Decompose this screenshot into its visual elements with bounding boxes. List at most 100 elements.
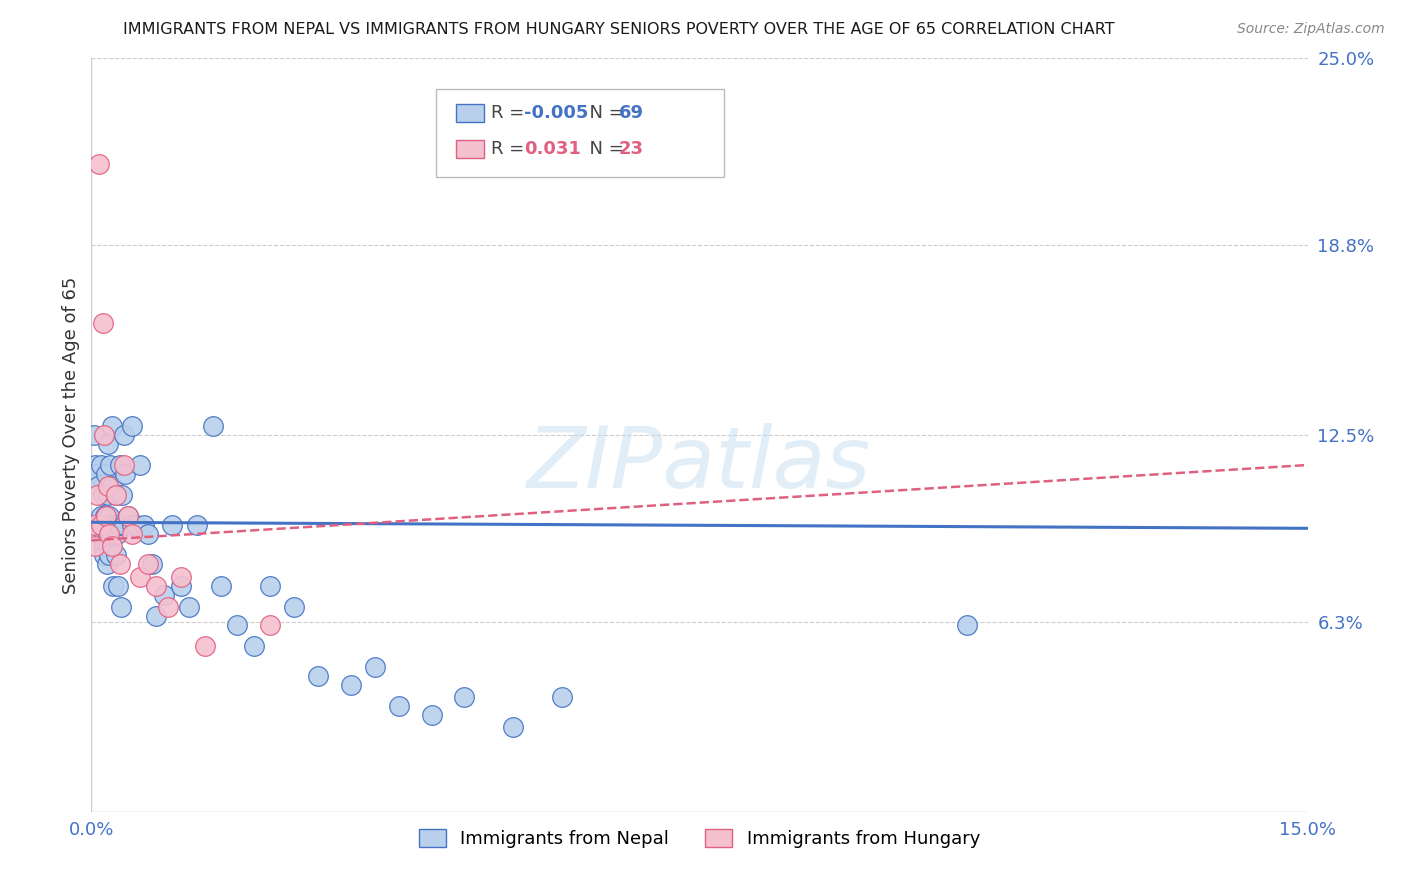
Point <box>84 467 107 481</box>
Point <box>129 458 152 472</box>
Point <box>340 678 363 692</box>
Point <box>112 458 135 472</box>
Point <box>104 488 127 502</box>
Point <box>100 540 122 554</box>
Point <box>136 558 159 572</box>
Point <box>145 578 167 592</box>
Point <box>84 540 107 554</box>
Point <box>103 518 125 533</box>
Point <box>89 156 111 170</box>
Point <box>101 479 124 493</box>
Text: 69: 69 <box>619 104 644 122</box>
Point <box>83 427 105 442</box>
Point <box>104 488 127 502</box>
Point <box>87 479 110 493</box>
Text: 23: 23 <box>619 140 644 158</box>
Point <box>111 488 134 502</box>
Point <box>84 458 107 472</box>
Point <box>83 518 105 533</box>
Point <box>194 639 217 653</box>
Point <box>364 660 387 674</box>
Point <box>114 467 136 481</box>
Point <box>94 509 117 524</box>
Text: Source: ZipAtlas.com: Source: ZipAtlas.com <box>1237 22 1385 37</box>
Point <box>108 558 131 572</box>
Point <box>153 588 176 602</box>
Point <box>93 518 115 533</box>
Point <box>209 578 232 592</box>
Point <box>121 527 143 541</box>
Text: N =: N = <box>578 140 630 158</box>
Point <box>108 458 131 472</box>
Point <box>169 578 191 592</box>
Point <box>129 569 152 583</box>
Point <box>110 599 132 614</box>
Point <box>98 458 121 472</box>
Point <box>226 617 249 632</box>
Point <box>86 488 108 502</box>
Point <box>93 549 115 563</box>
Point <box>97 527 120 541</box>
Point <box>307 669 329 683</box>
Point <box>162 518 184 533</box>
Point <box>550 690 572 705</box>
Point <box>121 418 143 433</box>
Point <box>117 509 139 524</box>
Point <box>94 509 117 524</box>
Point <box>145 608 167 623</box>
Point <box>132 518 155 533</box>
Point <box>108 518 131 533</box>
Text: 0.031: 0.031 <box>524 140 581 158</box>
Point <box>97 479 120 493</box>
Point <box>97 540 120 554</box>
Legend: Immigrants from Nepal, Immigrants from Hungary: Immigrants from Nepal, Immigrants from H… <box>412 822 987 855</box>
Point <box>121 518 143 533</box>
Point <box>283 599 305 614</box>
Text: R =: R = <box>491 140 530 158</box>
Point <box>157 599 180 614</box>
Point <box>242 639 264 653</box>
Point <box>94 467 117 481</box>
Point <box>100 527 122 541</box>
Point <box>89 518 111 533</box>
Point <box>93 540 115 554</box>
Point <box>98 509 121 524</box>
Point <box>91 488 114 502</box>
Point <box>96 558 118 572</box>
Point <box>94 518 117 533</box>
Point <box>202 418 225 433</box>
Point <box>125 518 148 533</box>
Point <box>90 518 112 533</box>
Text: IMMIGRANTS FROM NEPAL VS IMMIGRANTS FROM HUNGARY SENIORS POVERTY OVER THE AGE OF: IMMIGRANTS FROM NEPAL VS IMMIGRANTS FROM… <box>122 22 1115 37</box>
Point <box>90 458 112 472</box>
Point <box>136 527 159 541</box>
Point <box>112 518 135 533</box>
Point <box>93 427 115 442</box>
Point <box>105 527 128 541</box>
Point <box>98 549 121 563</box>
Point <box>90 509 112 524</box>
Point <box>93 527 115 541</box>
Point <box>420 708 443 723</box>
Text: ZIPatlas: ZIPatlas <box>527 424 872 507</box>
Point <box>177 599 200 614</box>
Point <box>453 690 475 705</box>
Text: R =: R = <box>491 104 530 122</box>
Point <box>388 699 411 714</box>
Point <box>97 488 120 502</box>
Point <box>91 316 114 330</box>
Point <box>259 578 281 592</box>
Point <box>97 437 120 451</box>
Text: -0.005: -0.005 <box>524 104 589 122</box>
Point <box>89 527 111 541</box>
Text: N =: N = <box>578 104 630 122</box>
Point <box>186 518 208 533</box>
Point <box>169 569 191 583</box>
Point <box>956 617 979 632</box>
Point <box>502 720 524 734</box>
Point <box>100 418 122 433</box>
Y-axis label: Seniors Poverty Over the Age of 65: Seniors Poverty Over the Age of 65 <box>62 277 80 593</box>
Point <box>103 578 125 592</box>
Point <box>141 558 163 572</box>
Point <box>117 509 139 524</box>
